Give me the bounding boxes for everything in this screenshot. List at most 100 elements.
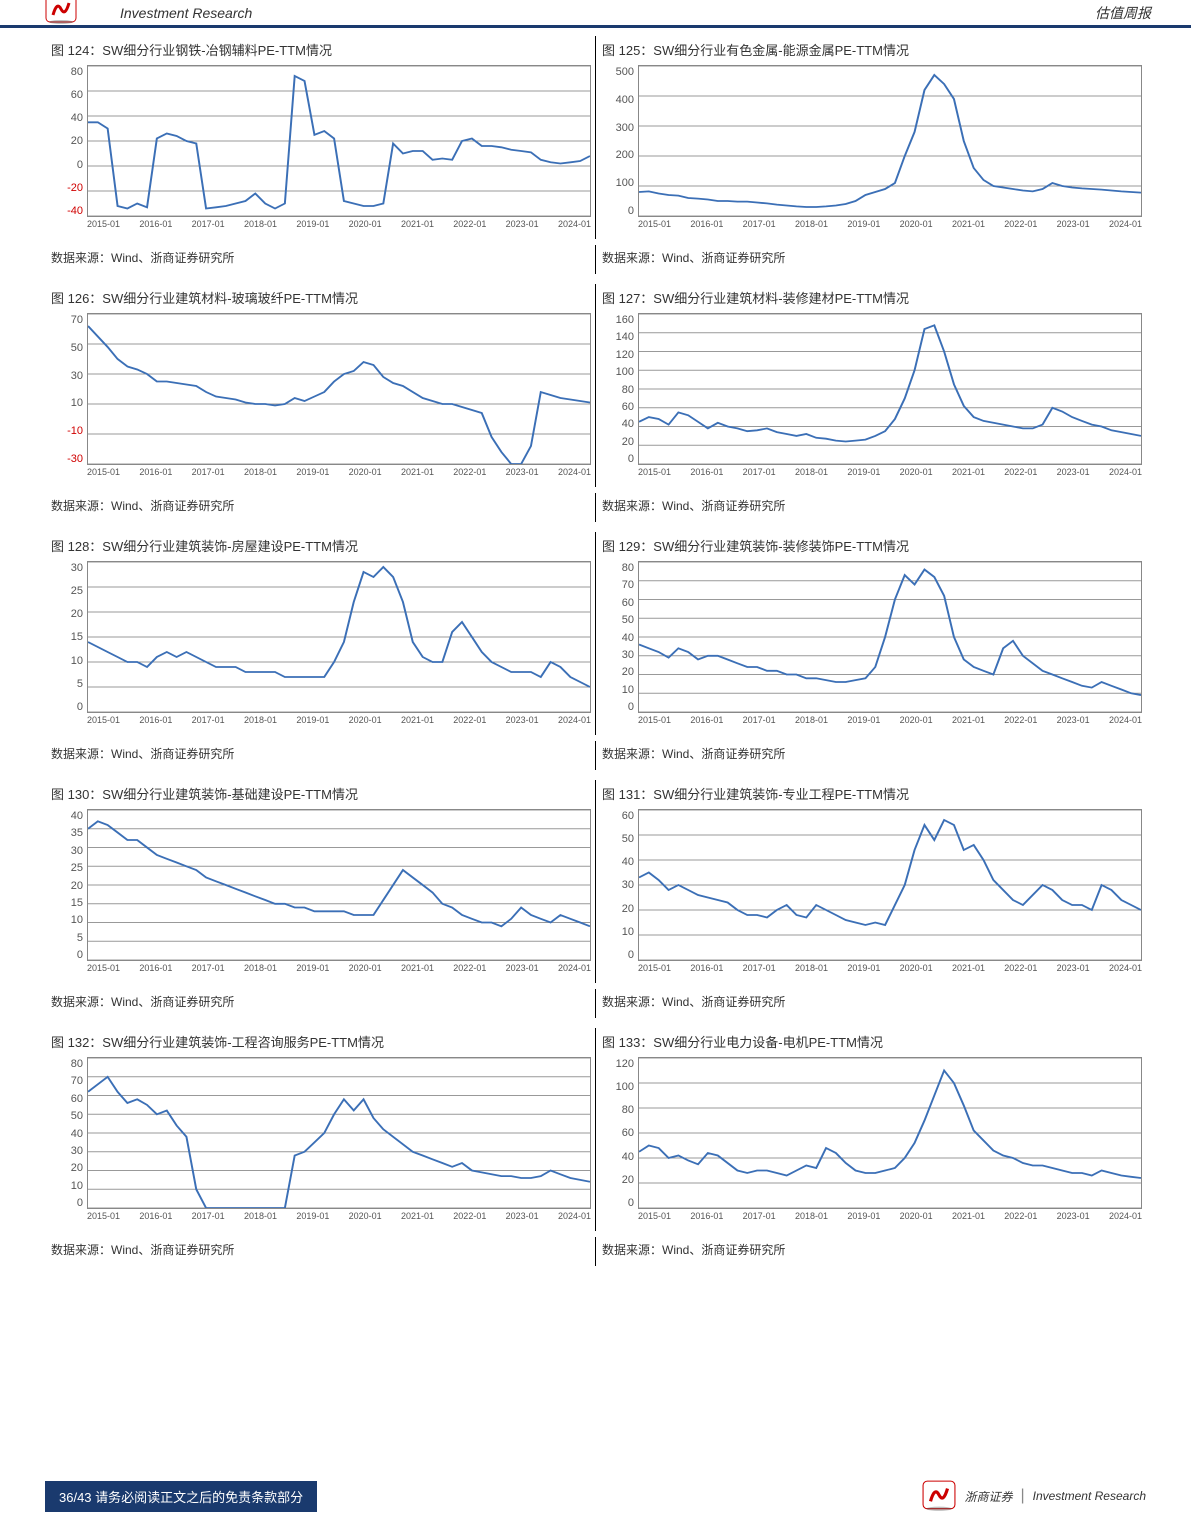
y-tick: 160 <box>616 315 634 326</box>
x-tick: 2023-01 <box>506 963 539 979</box>
chart-box: 3025201510502015-012016-012017-012018-01… <box>49 561 591 731</box>
x-tick: 2017-01 <box>743 963 776 979</box>
plot-area <box>638 809 1142 961</box>
x-tick: 2023-01 <box>1057 1211 1090 1227</box>
chart-row: 图 124：SW细分行业钢铁-冶钢辅料PE-TTM情况806040200-20-… <box>45 36 1146 239</box>
x-tick: 2022-01 <box>1004 1211 1037 1227</box>
x-tick: 2018-01 <box>244 963 277 979</box>
y-tick: 40 <box>71 811 83 822</box>
x-tick: 2019-01 <box>847 219 880 235</box>
chart-row: 图 126：SW细分行业建筑材料-玻璃玻纤PE-TTM情况70503010-10… <box>45 284 1146 487</box>
source-row: 数据来源：Wind、浙商证券研究所数据来源：Wind、浙商证券研究所 <box>45 1237 1146 1266</box>
chart-box: 40353025201510502015-012016-012017-01201… <box>49 809 591 979</box>
y-tick: -30 <box>67 454 83 465</box>
source-row: 数据来源：Wind、浙商证券研究所数据来源：Wind、浙商证券研究所 <box>45 245 1146 274</box>
y-tick: 35 <box>71 828 83 839</box>
x-tick: 2018-01 <box>244 715 277 731</box>
y-tick: 0 <box>77 950 83 961</box>
x-tick: 2021-01 <box>401 219 434 235</box>
page-footer: 36/43 请务必阅读正文之后的免责条款部分 浙商证券 | Investment… <box>0 1464 1191 1516</box>
x-axis: 2015-012016-012017-012018-012019-012020-… <box>87 961 591 979</box>
y-tick: 100 <box>616 367 634 378</box>
chart-cell: 图 128：SW细分行业建筑装饰-房屋建设PE-TTM情况30252015105… <box>45 532 596 735</box>
x-tick: 2023-01 <box>1057 963 1090 979</box>
x-tick: 2019-01 <box>296 1211 329 1227</box>
chart-title: 图 130：SW细分行业建筑装饰-基础建设PE-TTM情况 <box>49 780 591 809</box>
x-tick: 2020-01 <box>349 963 382 979</box>
source-text: 数据来源：Wind、浙商证券研究所 <box>596 741 1146 770</box>
x-tick: 2021-01 <box>952 715 985 731</box>
y-tick: 25 <box>71 586 83 597</box>
y-tick: 20 <box>71 609 83 620</box>
source-text: 数据来源：Wind、浙商证券研究所 <box>596 493 1146 522</box>
y-tick: 30 <box>71 563 83 574</box>
x-tick: 2022-01 <box>1004 715 1037 731</box>
y-tick: 5 <box>77 933 83 944</box>
x-tick: 2017-01 <box>192 963 225 979</box>
x-tick: 2021-01 <box>401 1211 434 1227</box>
chart-title: 图 127：SW细分行业建筑材料-装修建材PE-TTM情况 <box>600 284 1142 313</box>
source-row: 数据来源：Wind、浙商证券研究所数据来源：Wind、浙商证券研究所 <box>45 493 1146 522</box>
y-tick: 50 <box>71 343 83 354</box>
source-text: 数据来源：Wind、浙商证券研究所 <box>45 741 596 770</box>
chart-cell: 图 130：SW细分行业建筑装饰-基础建设PE-TTM情况40353025201… <box>45 780 596 983</box>
plot-area <box>87 561 591 713</box>
x-tick: 2024-01 <box>1109 963 1142 979</box>
x-tick: 2020-01 <box>900 715 933 731</box>
y-tick: 80 <box>71 67 83 78</box>
chart-title: 图 131：SW细分行业建筑装饰-专业工程PE-TTM情况 <box>600 780 1142 809</box>
y-tick: 120 <box>616 1059 634 1070</box>
y-tick: 10 <box>622 927 634 938</box>
y-axis: 80706050403020100 <box>49 1057 87 1227</box>
x-tick: 2023-01 <box>1057 467 1090 483</box>
source-text: 数据来源：Wind、浙商证券研究所 <box>45 245 596 274</box>
source-text: 数据来源：Wind、浙商证券研究所 <box>45 989 596 1018</box>
x-tick: 2022-01 <box>453 467 486 483</box>
chart-title: 图 128：SW细分行业建筑装饰-房屋建设PE-TTM情况 <box>49 532 591 561</box>
footer-logo-icon <box>922 1480 956 1512</box>
x-tick: 2023-01 <box>506 1211 539 1227</box>
x-tick: 2017-01 <box>192 1211 225 1227</box>
x-axis: 2015-012016-012017-012018-012019-012020-… <box>87 217 591 235</box>
x-tick: 2018-01 <box>795 467 828 483</box>
y-tick: 20 <box>622 437 634 448</box>
x-tick: 2023-01 <box>506 467 539 483</box>
x-tick: 2024-01 <box>558 467 591 483</box>
chart-cell: 图 125：SW细分行业有色金属-能源金属PE-TTM情况50040030020… <box>596 36 1146 239</box>
x-tick: 2020-01 <box>349 467 382 483</box>
chart-cell: 图 131：SW细分行业建筑装饰-专业工程PE-TTM情况60504030201… <box>596 780 1146 983</box>
x-tick: 2021-01 <box>401 467 434 483</box>
x-tick: 2020-01 <box>349 715 382 731</box>
x-tick: 2015-01 <box>87 467 120 483</box>
y-tick: 0 <box>628 950 634 961</box>
footer-brand-cn: 浙商证券 <box>964 1488 1012 1505</box>
x-tick: 2015-01 <box>638 1211 671 1227</box>
plot-area <box>87 313 591 465</box>
x-tick: 2023-01 <box>506 219 539 235</box>
y-tick: 300 <box>616 123 634 134</box>
source-row: 数据来源：Wind、浙商证券研究所数据来源：Wind、浙商证券研究所 <box>45 741 1146 770</box>
y-tick: 15 <box>71 632 83 643</box>
y-tick: 60 <box>622 811 634 822</box>
y-tick: 20 <box>622 1175 634 1186</box>
y-tick: 10 <box>71 656 83 667</box>
header-right-text: 估值周报 <box>1095 3 1151 23</box>
chart-title: 图 133：SW细分行业电力设备-电机PE-TTM情况 <box>600 1028 1142 1057</box>
chart-cell: 图 129：SW细分行业建筑装饰-装修装饰PE-TTM情况80706050403… <box>596 532 1146 735</box>
x-tick: 2016-01 <box>139 963 172 979</box>
chart-box: 806040200-20-402015-012016-012017-012018… <box>49 65 591 235</box>
y-tick: 10 <box>71 398 83 409</box>
source-row: 数据来源：Wind、浙商证券研究所数据来源：Wind、浙商证券研究所 <box>45 989 1146 1018</box>
x-tick: 2019-01 <box>847 963 880 979</box>
y-tick: 40 <box>622 633 634 644</box>
y-tick: 40 <box>71 1129 83 1140</box>
x-tick: 2019-01 <box>296 715 329 731</box>
y-tick: 80 <box>622 563 634 574</box>
y-tick: 100 <box>616 1082 634 1093</box>
y-tick: 400 <box>616 95 634 106</box>
x-tick: 2021-01 <box>952 219 985 235</box>
chart-box: 1601401201008060402002015-012016-012017-… <box>600 313 1142 483</box>
x-axis: 2015-012016-012017-012018-012019-012020-… <box>638 713 1142 731</box>
chart-box: 807060504030201002015-012016-012017-0120… <box>600 561 1142 731</box>
y-tick: 30 <box>622 650 634 661</box>
